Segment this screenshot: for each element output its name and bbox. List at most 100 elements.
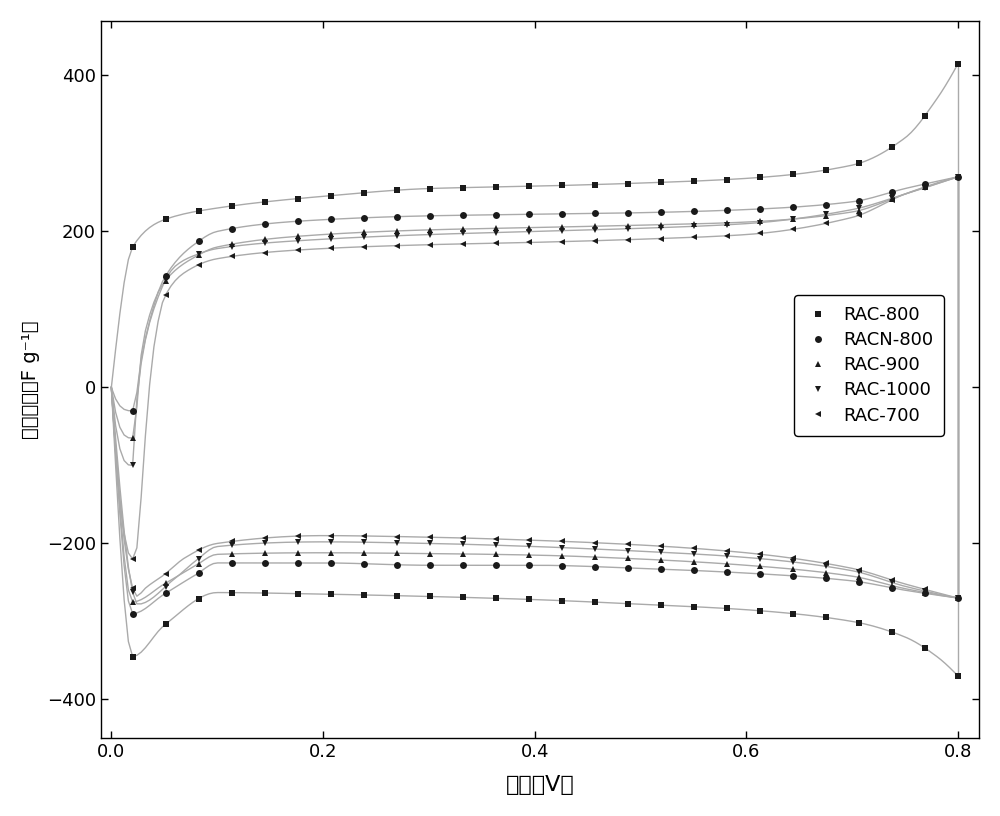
RACN-800 xyxy=(358,213,370,223)
RAC-900 xyxy=(226,239,238,249)
RAC-900 xyxy=(490,224,502,233)
RAC-800 xyxy=(127,242,139,252)
RAC-1000 xyxy=(259,238,271,248)
RAC-900 xyxy=(952,172,964,182)
RAC-1000 xyxy=(127,460,139,470)
RAC-800 xyxy=(556,180,568,190)
RAC-800 xyxy=(325,191,337,201)
RAC-700 xyxy=(622,235,634,245)
RAC-800 xyxy=(292,193,304,203)
RAC-900 xyxy=(853,206,865,215)
RAC-700 xyxy=(886,195,898,205)
RACN-800 xyxy=(754,204,766,214)
RACN-800 xyxy=(820,200,832,210)
RAC-900 xyxy=(655,220,667,229)
RAC-700 xyxy=(325,243,337,253)
RAC-700 xyxy=(655,233,667,243)
RAC-700 xyxy=(457,239,469,249)
RAC-900 xyxy=(556,222,568,232)
RAC-700 xyxy=(259,247,271,257)
Line: RAC-800: RAC-800 xyxy=(129,60,961,251)
RAC-900 xyxy=(127,433,139,443)
RACN-800 xyxy=(688,206,700,216)
RAC-800 xyxy=(952,59,964,69)
RAC-1000 xyxy=(886,193,898,203)
RAC-800 xyxy=(853,158,865,168)
RAC-800 xyxy=(358,188,370,197)
RACN-800 xyxy=(226,224,238,233)
RAC-800 xyxy=(721,175,733,184)
RAC-1000 xyxy=(292,236,304,246)
RACN-800 xyxy=(193,237,205,246)
Line: RACN-800: RACN-800 xyxy=(129,173,961,415)
RAC-800 xyxy=(523,181,535,191)
RACN-800 xyxy=(391,211,403,221)
RACN-800 xyxy=(523,210,535,220)
RAC-900 xyxy=(325,229,337,239)
Y-axis label: 比电容量（F g⁻¹）: 比电容量（F g⁻¹） xyxy=(21,321,40,439)
RAC-700 xyxy=(160,290,172,300)
RAC-800 xyxy=(754,172,766,182)
RAC-800 xyxy=(226,201,238,211)
RAC-900 xyxy=(358,228,370,237)
Legend: RAC-800, RACN-800, RAC-900, RAC-1000, RAC-700: RAC-800, RACN-800, RAC-900, RAC-1000, RA… xyxy=(794,295,944,436)
RAC-800 xyxy=(787,170,799,180)
Line: RAC-700: RAC-700 xyxy=(129,173,961,562)
RAC-700 xyxy=(391,241,403,251)
RAC-1000 xyxy=(688,221,700,231)
RAC-700 xyxy=(952,172,964,182)
RAC-1000 xyxy=(424,229,436,239)
RAC-1000 xyxy=(655,223,667,233)
RAC-900 xyxy=(886,194,898,204)
RAC-1000 xyxy=(193,249,205,259)
RAC-800 xyxy=(424,184,436,193)
RAC-800 xyxy=(919,111,931,121)
RAC-1000 xyxy=(853,203,865,213)
RAC-700 xyxy=(820,219,832,228)
RAC-800 xyxy=(820,165,832,175)
RAC-1000 xyxy=(358,233,370,242)
RAC-900 xyxy=(259,234,271,244)
RAC-1000 xyxy=(523,227,535,237)
RAC-800 xyxy=(688,176,700,186)
RAC-800 xyxy=(622,179,634,188)
RACN-800 xyxy=(259,220,271,229)
RACN-800 xyxy=(919,179,931,188)
RAC-900 xyxy=(721,218,733,228)
RAC-900 xyxy=(919,183,931,193)
RAC-700 xyxy=(523,237,535,247)
RAC-800 xyxy=(457,183,469,193)
RAC-800 xyxy=(490,182,502,192)
RAC-700 xyxy=(853,211,865,220)
RAC-900 xyxy=(424,225,436,235)
RACN-800 xyxy=(721,206,733,215)
RACN-800 xyxy=(127,406,139,415)
RAC-900 xyxy=(589,221,601,231)
RACN-800 xyxy=(886,187,898,197)
RAC-700 xyxy=(754,228,766,238)
RAC-1000 xyxy=(490,228,502,237)
RAC-700 xyxy=(292,245,304,255)
RAC-900 xyxy=(292,232,304,242)
RACN-800 xyxy=(853,196,865,206)
RAC-1000 xyxy=(754,218,766,228)
RAC-900 xyxy=(523,223,535,233)
RAC-1000 xyxy=(160,275,172,285)
RAC-800 xyxy=(886,142,898,152)
RAC-900 xyxy=(820,211,832,220)
RAC-700 xyxy=(424,240,436,250)
RAC-1000 xyxy=(556,226,568,236)
RAC-700 xyxy=(688,233,700,242)
RAC-1000 xyxy=(787,214,799,224)
RAC-800 xyxy=(391,185,403,195)
RACN-800 xyxy=(457,211,469,220)
RACN-800 xyxy=(424,211,436,220)
X-axis label: 电压（V）: 电压（V） xyxy=(506,775,574,795)
RAC-800 xyxy=(655,177,667,187)
RAC-700 xyxy=(490,238,502,248)
RAC-1000 xyxy=(589,225,601,235)
RAC-1000 xyxy=(820,210,832,220)
RAC-900 xyxy=(193,250,205,259)
RAC-700 xyxy=(787,224,799,234)
RACN-800 xyxy=(556,209,568,219)
